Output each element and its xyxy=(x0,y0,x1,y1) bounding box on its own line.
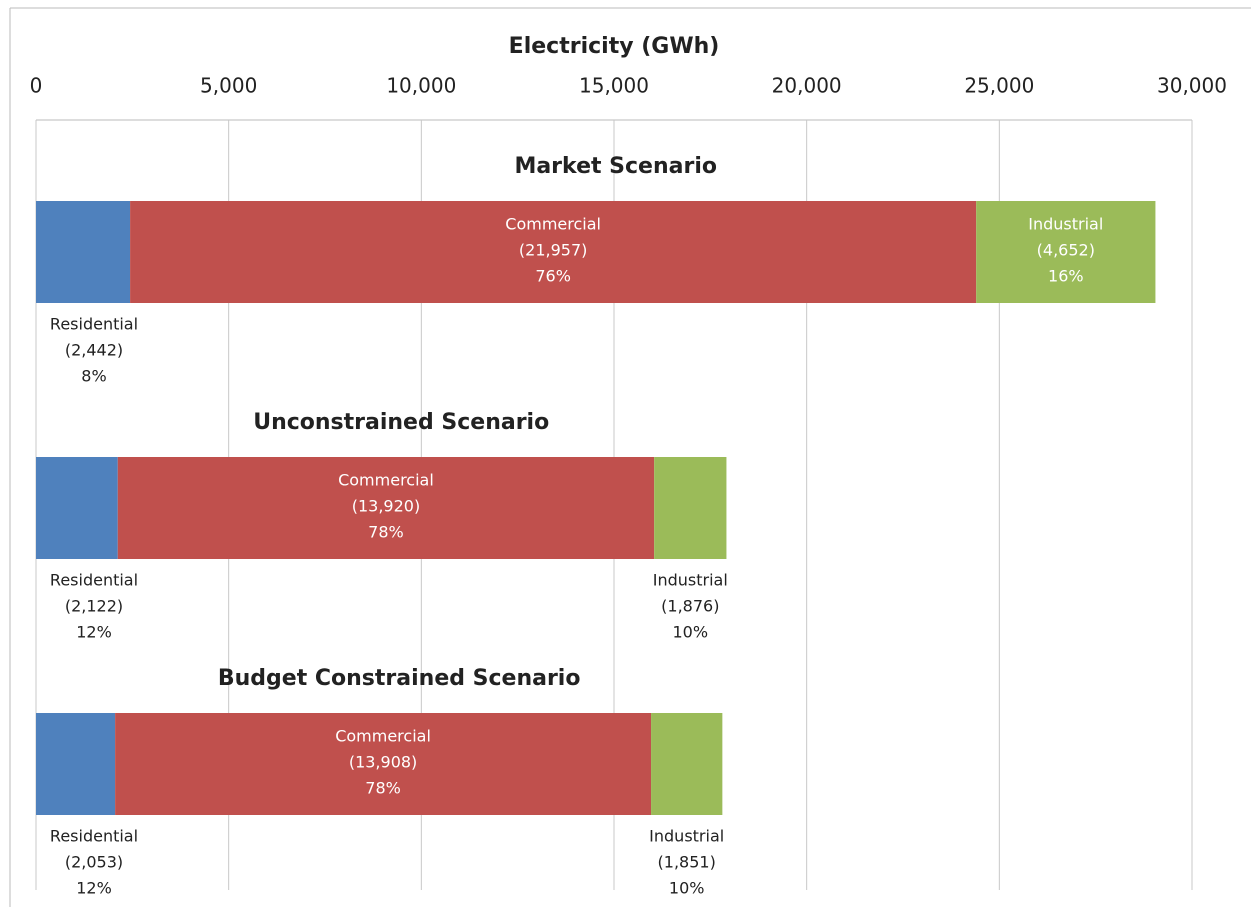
category-label: Budget Constrained Scenario xyxy=(218,666,581,691)
bar xyxy=(130,201,977,303)
data-label: (13,908) xyxy=(349,753,417,772)
data-label-percent: 16% xyxy=(1048,267,1084,286)
data-label: (1,876) xyxy=(661,597,719,616)
data-label-percent: 10% xyxy=(669,879,705,898)
data-label: (4,652) xyxy=(1037,241,1095,260)
data-label-percent: 10% xyxy=(673,623,709,642)
x-tick-label: 30,000 xyxy=(1157,74,1227,98)
axis-title: Electricity (GWh) xyxy=(509,34,720,59)
data-label-percent: 78% xyxy=(368,523,404,542)
data-label: (2,122) xyxy=(65,597,123,616)
data-label-name: Residential xyxy=(50,571,138,590)
x-tick-label: 20,000 xyxy=(772,74,842,98)
x-tick-label: 10,000 xyxy=(386,74,456,98)
data-label-name: Industrial xyxy=(649,827,724,846)
x-tick-label: 15,000 xyxy=(579,74,649,98)
data-label-percent: 12% xyxy=(76,623,112,642)
category-label: Unconstrained Scenario xyxy=(253,410,549,435)
bar xyxy=(36,713,116,815)
bar xyxy=(36,201,131,303)
x-tick-label: 5,000 xyxy=(200,74,257,98)
data-label: (2,442) xyxy=(65,341,123,360)
x-tick-label: 25,000 xyxy=(964,74,1034,98)
data-label: (21,957) xyxy=(519,241,587,260)
bar xyxy=(115,713,652,815)
data-label-name: Commercial xyxy=(505,215,601,234)
bar xyxy=(654,457,727,559)
data-label: (13,920) xyxy=(352,497,420,516)
data-label-name: Industrial xyxy=(1028,215,1103,234)
bar xyxy=(651,713,723,815)
data-label-name: Residential xyxy=(50,827,138,846)
data-label-name: Commercial xyxy=(335,727,431,746)
data-label-percent: 12% xyxy=(76,879,112,898)
bar xyxy=(976,201,1156,303)
bar xyxy=(36,457,118,559)
bar xyxy=(117,457,655,559)
data-label-percent: 76% xyxy=(535,267,571,286)
data-label: (1,851) xyxy=(658,853,716,872)
category-label: Market Scenario xyxy=(514,154,717,179)
data-label-name: Commercial xyxy=(338,471,434,490)
data-label-name: Industrial xyxy=(653,571,728,590)
data-label-percent: 78% xyxy=(365,779,401,798)
data-label-percent: 8% xyxy=(81,367,106,386)
data-label-name: Residential xyxy=(50,315,138,334)
x-tick-label: 0 xyxy=(30,74,43,98)
data-label: (2,053) xyxy=(65,853,123,872)
